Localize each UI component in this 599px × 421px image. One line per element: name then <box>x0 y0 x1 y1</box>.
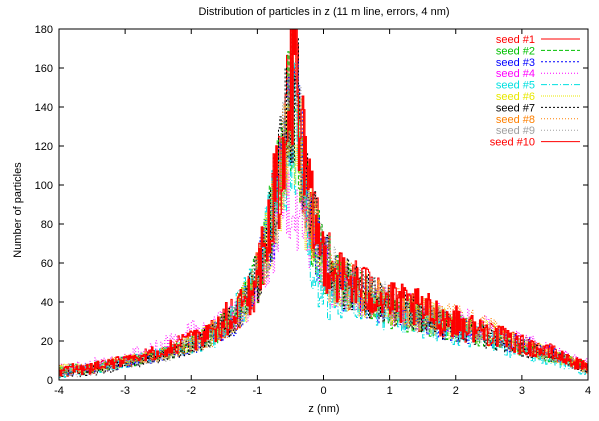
legend-label: seed #10 <box>490 137 535 149</box>
plot-area <box>59 29 588 379</box>
legend-label: seed #7 <box>496 102 535 114</box>
y-tick-label: 40 <box>41 297 53 309</box>
x-axis: -4 -3 -2 -1 0 1 2 3 4 <box>54 29 591 397</box>
legend-label: seed #2 <box>496 45 535 57</box>
legend-label: seed #4 <box>496 68 535 80</box>
y-tick-label: 0 <box>47 375 53 387</box>
legend-label: seed #1 <box>496 34 535 46</box>
series-line-10 <box>59 29 588 377</box>
y-axis: 0 20 40 60 80 100 120 140 160 180 <box>35 24 588 387</box>
y-tick-label: 160 <box>35 63 53 75</box>
x-tick-label: 0 <box>320 385 326 397</box>
x-tick-label: -2 <box>186 385 196 397</box>
y-tick-label: 180 <box>35 24 53 36</box>
x-tick-label: -3 <box>120 385 130 397</box>
legend-label: seed #3 <box>496 57 535 69</box>
x-tick-label: -4 <box>54 385 64 397</box>
legend-label: seed #9 <box>496 125 535 137</box>
y-tick-label: 80 <box>41 219 53 231</box>
x-tick-label: 1 <box>387 385 393 397</box>
series-line-9 <box>59 61 588 378</box>
y-tick-label: 120 <box>35 141 53 153</box>
chart-title: Distribution of particles in z (11 m lin… <box>198 6 449 18</box>
x-tick-label: 4 <box>585 385 591 397</box>
legend-label: seed #6 <box>496 91 535 103</box>
legend-label: seed #5 <box>496 80 535 92</box>
x-axis-title: z (nm) <box>308 403 339 415</box>
y-tick-label: 140 <box>35 102 53 114</box>
legend-label: seed #8 <box>496 114 535 126</box>
x-tick-label: -1 <box>252 385 262 397</box>
y-tick-label: 100 <box>35 180 53 192</box>
y-tick-label: 60 <box>41 258 53 270</box>
y-tick-label: 20 <box>41 336 53 348</box>
x-tick-label: 2 <box>453 385 459 397</box>
y-axis-title: Number of particles <box>12 162 24 258</box>
x-tick-label: 3 <box>519 385 525 397</box>
